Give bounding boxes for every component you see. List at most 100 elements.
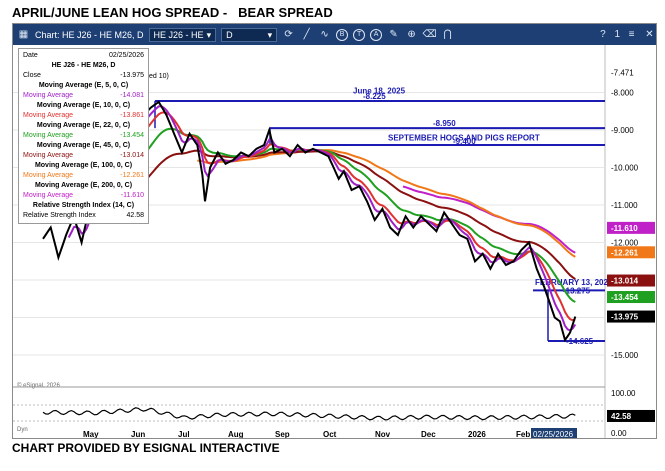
rsi-tick-label: 0.00 — [611, 429, 627, 438]
x-tick-label: Sep — [275, 430, 290, 439]
page-footline: CHART PROVIDED BY ESIGNAL INTERACTIVE — [12, 441, 280, 455]
interval-field[interactable]: D ▾ — [221, 27, 278, 42]
rsi-label: Relative Strength Index — [23, 212, 96, 219]
date-tag-box — [531, 428, 577, 438]
rsi-badge — [607, 409, 655, 422]
x-tick-label: Jun — [131, 430, 145, 439]
study-row: Moving Average -13.454 — [23, 131, 144, 141]
eraser-icon[interactable]: ⌫ — [422, 29, 437, 40]
study-title: Moving Average (E, 200, 0, C) — [34, 182, 133, 189]
study-title: Moving Average (E, 45, 0, C) — [36, 142, 131, 149]
rsi-badge-label: 42.58 — [611, 412, 632, 421]
study-label: Moving Average — [23, 112, 74, 119]
chart-toolbar: ▦ Chart: HE J26 - HE M26, D HE J26 - HE ▾… — [13, 24, 656, 45]
link-number: 1 — [614, 29, 620, 40]
study-title: Moving Average (E, 22, 0, C) — [36, 122, 131, 129]
y-tick-label: -11.000 — [611, 201, 638, 210]
price-badge — [607, 274, 655, 287]
study-label: Moving Average — [23, 172, 74, 179]
x-tick-label: Oct — [323, 430, 337, 439]
moving-average-line — [197, 149, 576, 258]
price-chart[interactable]: -7.471-8.000-9.000-10.000-11.000-12.000-… — [13, 45, 656, 439]
study-label: Moving Average — [23, 132, 74, 139]
annotation-icon[interactable]: A — [370, 28, 383, 41]
help-icon[interactable]: ? — [600, 29, 606, 40]
magnet-icon[interactable]: ⋂ — [443, 29, 452, 40]
annotation-label: FEBRUARY 13, 2026 — [535, 278, 613, 287]
price-badge — [607, 246, 655, 259]
refresh-icon[interactable]: ⟳ — [284, 29, 293, 40]
x-tick-label: Feb — [516, 430, 530, 439]
right-axis-panel — [605, 45, 656, 438]
hidden-fragment: ed 10) — [149, 73, 169, 80]
close-value: -13.975 — [120, 72, 144, 79]
pencil-icon[interactable]: ✎ — [389, 29, 398, 40]
interval-value: D — [226, 29, 233, 40]
price-badge-label: -13.014 — [611, 277, 639, 286]
study-label: Moving Average — [23, 152, 74, 159]
interval-dropdown-icon: ▾ — [267, 29, 273, 40]
study-label: Moving Average — [23, 92, 74, 99]
watermark: © eSignal, 2026 — [17, 382, 60, 389]
y-tick-label: -10.000 — [611, 164, 639, 173]
date-value: 02/25/2026 — [108, 52, 144, 59]
x-tick-label: Aug — [228, 430, 244, 439]
x-tick-label: May — [83, 430, 99, 439]
crosshair-icon[interactable]: ⊕ — [407, 29, 416, 40]
y-tick-label: -12.000 — [611, 239, 639, 248]
study-list: Moving Average (E, 5, 0, C) Moving Averag… — [23, 81, 144, 201]
moving-average-line — [67, 105, 577, 332]
date-label: Date — [23, 52, 38, 59]
annotation-label: -13.275 — [563, 286, 591, 295]
link-field[interactable]: 1 — [614, 28, 620, 41]
draw-line-icon[interactable]: ╱ — [303, 29, 310, 40]
y-tick-label: -7.471 — [611, 69, 634, 78]
study-title: Moving Average (E, 5, 0, C) — [38, 82, 129, 89]
rsi-tick-label: 100.00 — [611, 389, 636, 398]
study-value: -13.861 — [120, 112, 144, 119]
symbol-dropdown-icon: ▾ — [206, 29, 212, 40]
chart-window-title: Chart: HE J26 - HE M26, D — [35, 29, 144, 40]
close-icon[interactable]: ✕ — [645, 29, 654, 40]
y-tick-label: -8.000 — [611, 89, 634, 98]
symbol-value: HE J26 - HE — [153, 29, 204, 40]
study-icon[interactable]: B — [336, 28, 349, 41]
rsi-title: Relative Strength Index (14, C) — [32, 202, 135, 209]
study-value: -12.261 — [120, 172, 144, 179]
moving-average-line — [145, 149, 576, 280]
rsi-value: 42.58 — [126, 212, 144, 219]
study-row: Moving Average -12.261 — [23, 171, 144, 181]
symbol-title: HE J26 - HE M26, D — [51, 62, 116, 69]
alert-icon[interactable]: T — [353, 28, 366, 41]
symbol-field[interactable]: HE J26 - HE ▾ — [148, 27, 217, 42]
annotation-label: SEPTEMBER HOGS AND PIGS REPORT — [388, 134, 540, 143]
x-tick-label: 2026 — [468, 430, 486, 439]
y-tick-label: -9.000 — [611, 126, 634, 135]
study-value: -14.081 — [120, 92, 144, 99]
price-badge — [607, 221, 655, 234]
price-badge-label: -12.261 — [611, 248, 639, 257]
annotation-label: -8.950 — [433, 119, 456, 128]
dyn-label: Dyn — [17, 427, 28, 433]
chart-icon: ▦ — [18, 29, 29, 40]
x-tick-label: Nov — [375, 430, 391, 439]
price-badge — [607, 291, 655, 304]
study-row: Moving Average -13.014 — [23, 151, 144, 161]
wave-icon[interactable]: ∿ — [320, 29, 329, 40]
study-value: -13.014 — [120, 152, 144, 159]
y-tick-label: -15.000 — [611, 351, 639, 360]
annotation-label: -14.625 — [566, 337, 594, 346]
menu-icon[interactable]: ≡ — [628, 29, 635, 40]
x-tick-label: Jul — [178, 430, 190, 439]
annotation-label: -8.225 — [363, 92, 386, 101]
study-title: Moving Average (E, 100, 0, C) — [34, 162, 133, 169]
study-value: -13.454 — [120, 132, 144, 139]
study-value: -11.610 — [120, 192, 144, 199]
date-tag-label: 02/25/2026 — [533, 430, 574, 439]
study-row: Moving Average -14.081 — [23, 91, 144, 101]
study-title: Moving Average (E, 10, 0, C) — [36, 102, 131, 109]
page-headline: APRIL/JUNE LEAN HOG SPREAD - BEAR SPREAD — [12, 5, 333, 20]
price-badge-label: -13.975 — [611, 313, 639, 322]
close-label: Close — [23, 72, 41, 79]
